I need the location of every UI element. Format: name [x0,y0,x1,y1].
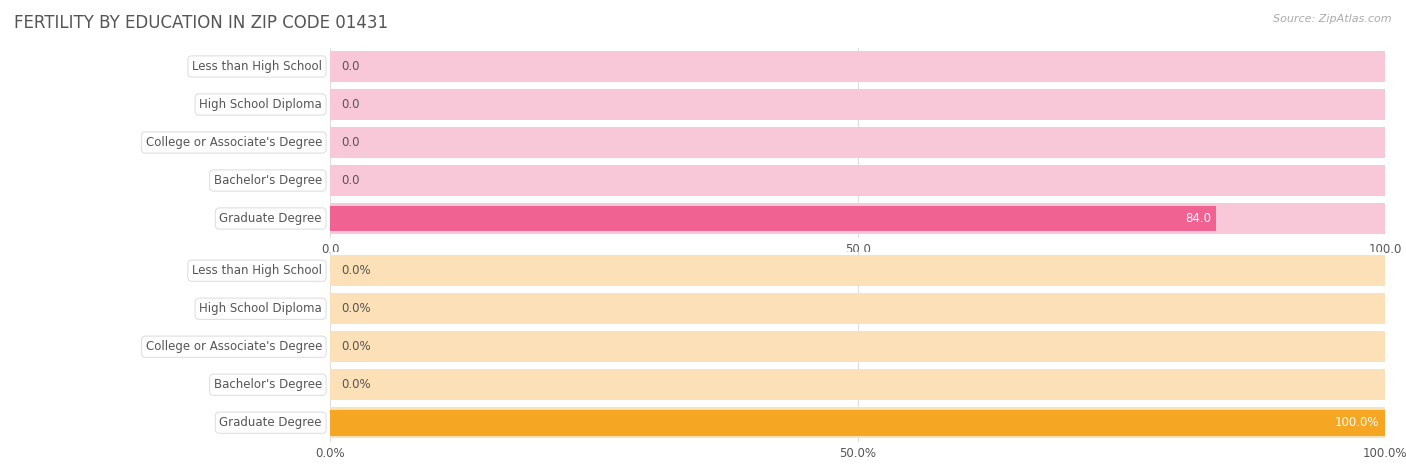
Text: 0.0%: 0.0% [340,302,371,315]
Text: College or Associate's Degree: College or Associate's Degree [146,136,322,149]
Text: College or Associate's Degree: College or Associate's Degree [146,340,322,353]
Text: High School Diploma: High School Diploma [200,98,322,111]
Bar [330,255,1385,286]
Bar [330,203,1385,234]
Text: 84.0: 84.0 [1185,212,1211,225]
Text: Graduate Degree: Graduate Degree [219,212,322,225]
Text: FERTILITY BY EDUCATION IN ZIP CODE 01431: FERTILITY BY EDUCATION IN ZIP CODE 01431 [14,14,388,32]
Text: Source: ZipAtlas.com: Source: ZipAtlas.com [1274,14,1392,24]
Text: 0.0: 0.0 [340,174,360,187]
Text: 0.0: 0.0 [340,98,360,111]
Bar [330,165,1385,196]
Bar [330,410,1385,436]
Bar [330,127,1385,158]
Text: High School Diploma: High School Diploma [200,302,322,315]
Text: Less than High School: Less than High School [193,264,322,277]
Text: 0.0: 0.0 [340,136,360,149]
Bar [330,369,1385,400]
Text: 0.0%: 0.0% [340,264,371,277]
Text: Bachelor's Degree: Bachelor's Degree [214,174,322,187]
Text: Bachelor's Degree: Bachelor's Degree [214,378,322,391]
Text: Graduate Degree: Graduate Degree [219,416,322,429]
Text: Less than High School: Less than High School [193,60,322,73]
Bar [330,51,1385,82]
Text: 0.0%: 0.0% [340,378,371,391]
Text: 0.0%: 0.0% [340,340,371,353]
Text: 0.0: 0.0 [340,60,360,73]
Bar [330,206,1216,231]
Bar [330,293,1385,324]
Bar [330,407,1385,438]
Text: 100.0%: 100.0% [1336,416,1379,429]
Bar [330,89,1385,120]
Bar [330,331,1385,362]
